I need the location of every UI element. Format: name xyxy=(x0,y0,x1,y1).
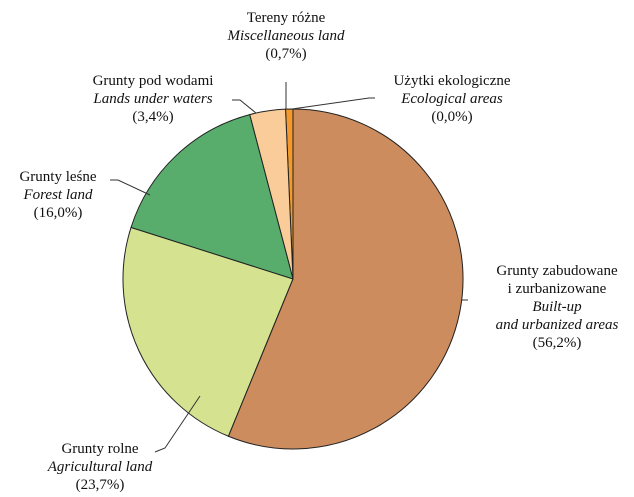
pie-slice xyxy=(122,226,294,437)
label-name: Grunty leśne xyxy=(19,169,97,185)
label-name: Grunty zabudowane i zurbanizowane xyxy=(496,263,618,297)
leader-line xyxy=(110,179,151,196)
pie-slice xyxy=(130,113,294,280)
slice-label: Użytki ekologiczne Ecological areas (0,0%) xyxy=(352,72,552,126)
leader-line xyxy=(291,97,375,110)
label-name: Grunty pod wodami xyxy=(92,73,214,89)
label-english: Miscellaneous land xyxy=(227,28,345,44)
value-label: (0,0%) xyxy=(431,109,473,125)
label-english: Ecological areas xyxy=(401,91,503,107)
slice-label: Grunty zabudowane i zurbanizowane Built-u… xyxy=(457,262,634,352)
value-label: (0,7%) xyxy=(265,46,307,62)
label-english: Lands under waters xyxy=(93,91,213,107)
slice-label: Grunty rolne Agricultural land (23,7%) xyxy=(0,440,200,494)
label-name: Grunty rolne xyxy=(61,441,139,457)
label-name: Użytki ekologiczne xyxy=(393,73,511,89)
slice-label: Tereny różne Miscellaneous land (0,7%) xyxy=(186,9,386,63)
value-label: (23,7%) xyxy=(75,477,125,493)
value-label: (16,0%) xyxy=(33,205,83,221)
leader-line xyxy=(154,395,201,453)
label-name: Tereny różne xyxy=(246,10,326,26)
label-english: Agricultural land xyxy=(47,459,153,475)
slice-label: Grunty leśne Forest land (16,0%) xyxy=(0,168,158,222)
value-label: (3,4%) xyxy=(132,109,174,125)
leader-lines xyxy=(110,82,468,453)
leader-line xyxy=(232,99,257,114)
label-english: Built-up and urbanized areas xyxy=(495,299,619,333)
value-label: (56,2%) xyxy=(532,335,582,351)
pie-slice xyxy=(227,108,464,450)
label-english: Forest land xyxy=(23,187,93,203)
slice-label: Grunty pod wodami Lands under waters (3,4%… xyxy=(53,72,253,126)
